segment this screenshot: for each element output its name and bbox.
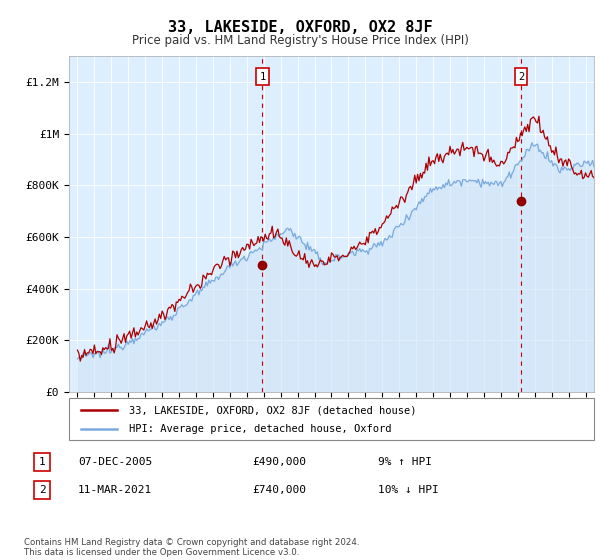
Text: £740,000: £740,000 xyxy=(252,485,306,495)
Text: 33, LAKESIDE, OXFORD, OX2 8JF (detached house): 33, LAKESIDE, OXFORD, OX2 8JF (detached … xyxy=(129,405,416,415)
Text: 07-DEC-2005: 07-DEC-2005 xyxy=(78,457,152,467)
Text: 11-MAR-2021: 11-MAR-2021 xyxy=(78,485,152,495)
Text: 1: 1 xyxy=(259,72,266,82)
Text: HPI: Average price, detached house, Oxford: HPI: Average price, detached house, Oxfo… xyxy=(129,424,392,434)
Text: 9% ↑ HPI: 9% ↑ HPI xyxy=(378,457,432,467)
Text: 10% ↓ HPI: 10% ↓ HPI xyxy=(378,485,439,495)
Text: Contains HM Land Registry data © Crown copyright and database right 2024.
This d: Contains HM Land Registry data © Crown c… xyxy=(24,538,359,557)
Text: £490,000: £490,000 xyxy=(252,457,306,467)
Text: 2: 2 xyxy=(38,485,46,495)
Text: 33, LAKESIDE, OXFORD, OX2 8JF: 33, LAKESIDE, OXFORD, OX2 8JF xyxy=(167,20,433,35)
Text: 2: 2 xyxy=(518,72,524,82)
Text: 1: 1 xyxy=(38,457,46,467)
Text: Price paid vs. HM Land Registry's House Price Index (HPI): Price paid vs. HM Land Registry's House … xyxy=(131,34,469,46)
